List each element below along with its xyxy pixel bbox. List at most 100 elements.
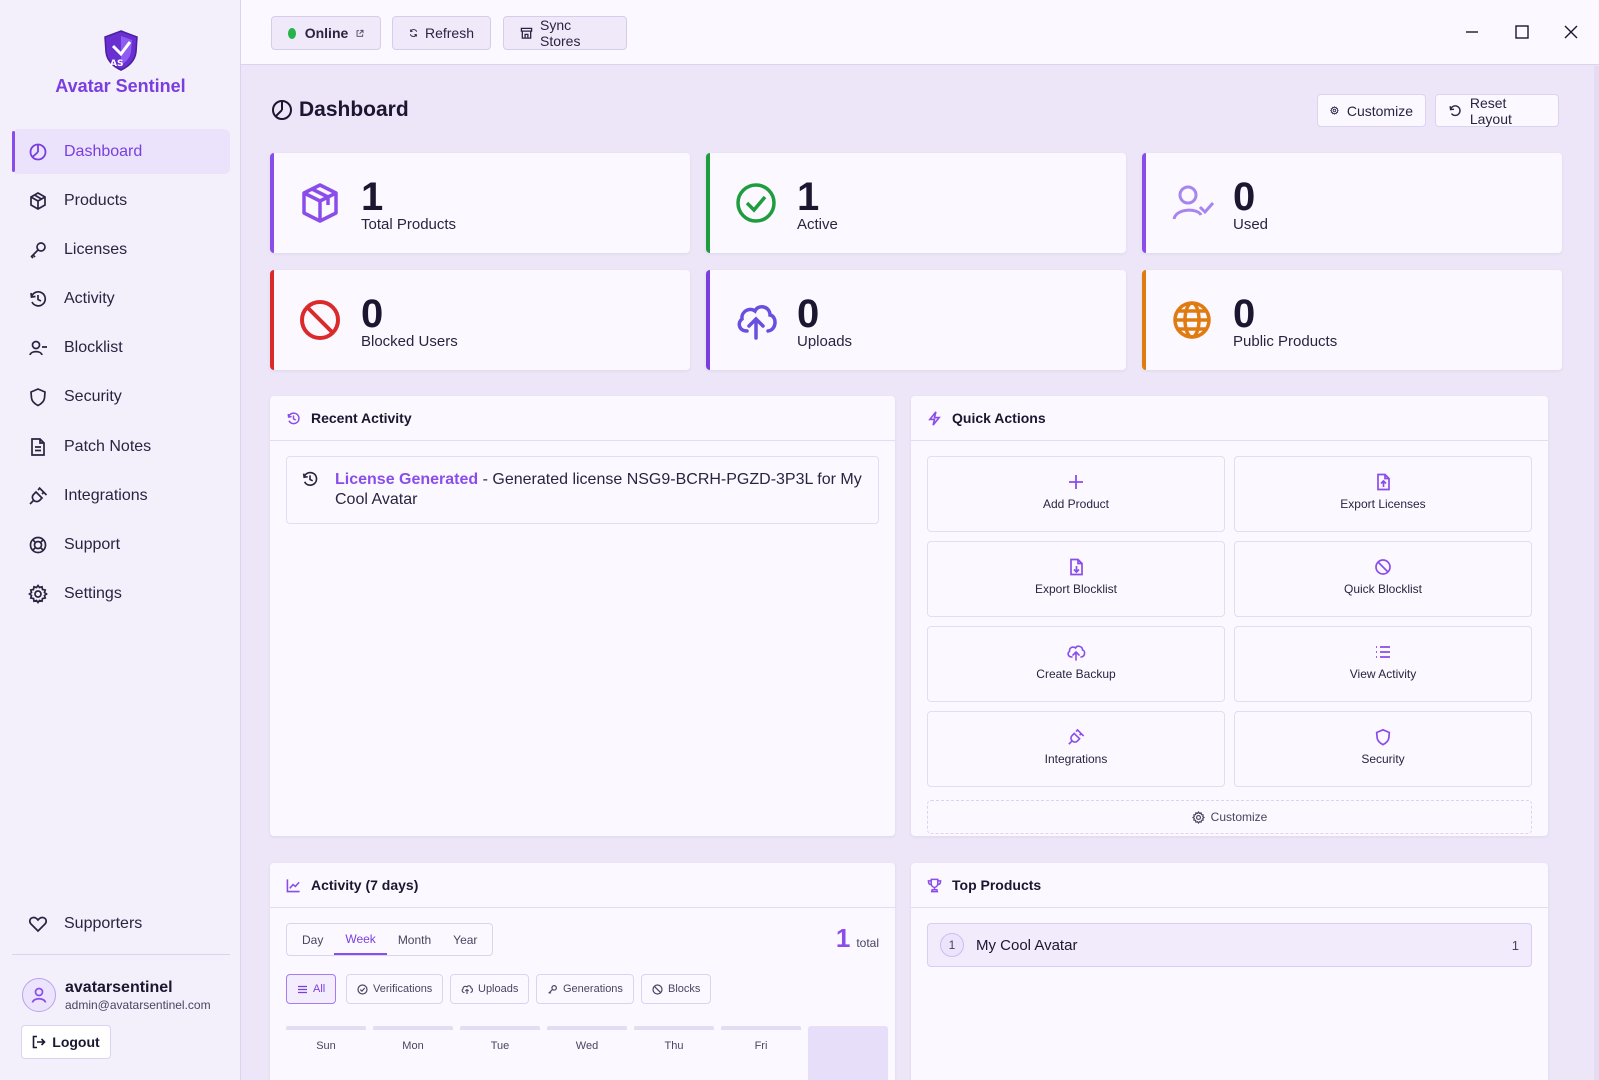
minimize-button[interactable] bbox=[1462, 22, 1482, 42]
sidebar-item-blocklist[interactable]: Blocklist bbox=[12, 326, 230, 371]
stat-used[interactable]: 0 Used bbox=[1142, 153, 1562, 253]
sidebar-item-label: Products bbox=[64, 191, 128, 209]
close-icon bbox=[1564, 25, 1578, 39]
online-status-button[interactable]: Online bbox=[271, 16, 381, 50]
sidebar-item-label: Settings bbox=[64, 585, 122, 603]
day-label: Wed bbox=[575, 1040, 599, 1052]
minimize-icon bbox=[1466, 31, 1478, 33]
product-rank: 1 bbox=[940, 933, 964, 957]
sidebar-item-support[interactable]: Support bbox=[12, 523, 230, 568]
sidebar-item-activity[interactable]: Activity bbox=[12, 277, 230, 322]
filter-uploads[interactable]: Uploads bbox=[450, 974, 530, 1004]
chart-bar bbox=[460, 1026, 540, 1030]
cloud-upload-icon bbox=[1067, 645, 1086, 661]
product-count: 1 bbox=[1511, 937, 1519, 953]
add-product-button[interactable]: Add Product bbox=[927, 456, 1225, 532]
plus-icon bbox=[1069, 475, 1083, 489]
activity-description: - Generated license NSG9-BCRH-PGZD-3P3L … bbox=[335, 471, 862, 508]
user-profile[interactable]: avatarsentinel admin@avatarsentinel.com bbox=[22, 978, 211, 1012]
chart-bar bbox=[547, 1026, 627, 1030]
trophy-icon bbox=[927, 878, 942, 892]
day-label: Mon bbox=[402, 1040, 424, 1052]
sidebar-item-patch-notes[interactable]: Patch Notes bbox=[12, 424, 230, 469]
sidebar-item-integrations[interactable]: Integrations bbox=[12, 473, 230, 518]
recent-activity-panel: Recent Activity License Generated - Gene… bbox=[270, 396, 895, 836]
list-icon bbox=[1376, 646, 1390, 658]
export-licenses-button[interactable]: Export Licenses bbox=[1234, 456, 1532, 532]
sidebar-item-products[interactable]: Products bbox=[12, 178, 230, 223]
maximize-icon bbox=[1515, 25, 1529, 39]
stat-blocked-users[interactable]: 0 Blocked Users bbox=[270, 270, 690, 370]
external-link-icon bbox=[356, 29, 364, 37]
activity-item[interactable]: License Generated - Generated license NS… bbox=[286, 456, 879, 524]
logout-button[interactable]: Logout bbox=[21, 1025, 111, 1059]
key-icon bbox=[548, 984, 557, 994]
dashboard-icon bbox=[272, 100, 292, 120]
range-year[interactable]: Year bbox=[453, 932, 478, 947]
security-button[interactable]: Security bbox=[1234, 711, 1532, 787]
refresh-button[interactable]: Refresh bbox=[392, 16, 491, 50]
topbar: Online Refresh Sync Stores bbox=[241, 0, 1599, 65]
chart-day-thu: Thu bbox=[634, 1026, 714, 1052]
sidebar-item-supporters[interactable]: Supporters bbox=[12, 901, 230, 946]
chart-day-fri: Fri bbox=[721, 1026, 801, 1052]
sidebar-item-label: Dashboard bbox=[64, 142, 143, 160]
sidebar-item-label: Security bbox=[64, 388, 122, 406]
sidebar-item-label: Support bbox=[64, 536, 121, 553]
reset-layout-button[interactable]: Reset Layout bbox=[1435, 94, 1559, 127]
close-button[interactable] bbox=[1561, 22, 1581, 42]
range-day[interactable]: Day bbox=[302, 932, 324, 947]
stat-active[interactable]: 1 Active bbox=[706, 153, 1126, 253]
chart-bar-today bbox=[808, 1026, 888, 1080]
line-chart-icon bbox=[286, 878, 300, 892]
chart-day-wed: Wed bbox=[547, 1026, 627, 1052]
range-month[interactable]: Month bbox=[397, 932, 432, 947]
stat-value: 1 bbox=[361, 175, 384, 219]
sidebar-item-label: Integrations bbox=[64, 486, 148, 504]
maximize-button[interactable] bbox=[1512, 22, 1532, 42]
day-label: Tue bbox=[490, 1040, 510, 1052]
range-selector: Day Week Month Year bbox=[286, 923, 494, 956]
sidebar-item-security[interactable]: Security bbox=[12, 375, 230, 420]
sidebar-item-licenses[interactable]: Licenses bbox=[12, 227, 230, 272]
sidebar-item-settings[interactable]: Settings bbox=[12, 572, 230, 617]
sync-label: Sync Stores bbox=[539, 17, 581, 49]
chart-bar bbox=[286, 1026, 366, 1030]
user-icon bbox=[31, 987, 47, 1003]
filter-generations[interactable]: Generations bbox=[536, 974, 634, 1004]
quick-actions-customize-button[interactable]: Customize bbox=[927, 800, 1532, 834]
stat-total-products[interactable]: 1 Total Products bbox=[270, 153, 690, 253]
filter-all[interactable]: All bbox=[286, 974, 337, 1004]
app-logo[interactable]: AS Avatar Sentinel bbox=[0, 28, 241, 97]
main-scrollbar[interactable] bbox=[1594, 66, 1599, 1080]
user-minus-icon bbox=[28, 338, 48, 358]
ban-icon bbox=[300, 300, 340, 340]
stat-uploads[interactable]: 0 Uploads bbox=[706, 270, 1126, 370]
logout-icon bbox=[32, 1035, 46, 1049]
quick-actions-panel: Quick Actions Add Product Export License… bbox=[911, 396, 1548, 836]
user-name: avatarsentinel bbox=[65, 978, 173, 996]
stat-label: Blocked Users bbox=[361, 333, 458, 350]
stat-label: Total Products bbox=[361, 216, 457, 233]
day-label: Sun bbox=[316, 1040, 336, 1052]
range-week[interactable]: Week bbox=[334, 924, 387, 955]
filter-blocks[interactable]: Blocks bbox=[641, 974, 712, 1004]
sidebar-item-dashboard[interactable]: Dashboard bbox=[12, 129, 230, 174]
sidebar: AS Avatar Sentinel Dashboard Products Li… bbox=[0, 0, 241, 1080]
integrations-button[interactable]: Integrations bbox=[927, 711, 1225, 787]
chart-bar bbox=[373, 1026, 453, 1030]
stat-public-products[interactable]: 0 Public Products bbox=[1142, 270, 1562, 370]
sync-stores-button[interactable]: Sync Stores bbox=[503, 16, 627, 50]
quick-blocklist-button[interactable]: Quick Blocklist bbox=[1234, 541, 1532, 617]
create-backup-button[interactable]: Create Backup bbox=[927, 626, 1225, 702]
top-product-row[interactable]: 1 My Cool Avatar 1 bbox=[927, 923, 1532, 967]
main-content: Dashboard Customize Reset Layout 1 Total… bbox=[241, 66, 1599, 1080]
customize-button[interactable]: Customize bbox=[1317, 94, 1426, 127]
app-name: Avatar Sentinel bbox=[55, 76, 186, 96]
export-blocklist-button[interactable]: Export Blocklist bbox=[927, 541, 1225, 617]
view-activity-button[interactable]: View Activity bbox=[1234, 626, 1532, 702]
history-icon bbox=[287, 411, 300, 424]
sidebar-item-label: Patch Notes bbox=[64, 437, 152, 455]
filter-verifications[interactable]: Verifications bbox=[346, 974, 444, 1004]
plug-icon bbox=[1068, 728, 1085, 745]
